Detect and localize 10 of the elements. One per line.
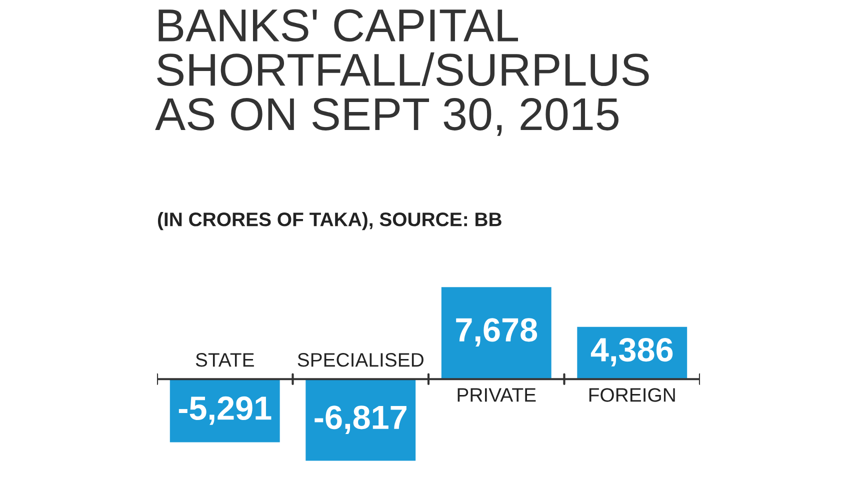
chart-subtitle: (IN CRORES OF TAKA), SOURCE: BB xyxy=(158,212,502,230)
data-label: 7,678 xyxy=(456,318,538,347)
data-label: -5,291 xyxy=(178,396,272,425)
chart-title: BANKS' CAPITAL SHORTFALL/SURPLUS AS ON SEPT 30, 2015 xyxy=(155,9,649,136)
x-tick-label: PRIVATE xyxy=(458,388,536,402)
x-tick-label: SPECIALISED xyxy=(298,353,424,367)
data-label: -6,817 xyxy=(314,406,406,434)
x-tick-label: FOREIGN xyxy=(589,388,675,402)
data-label: 4,386 xyxy=(590,338,673,366)
x-tick-label: STATE xyxy=(196,353,254,367)
